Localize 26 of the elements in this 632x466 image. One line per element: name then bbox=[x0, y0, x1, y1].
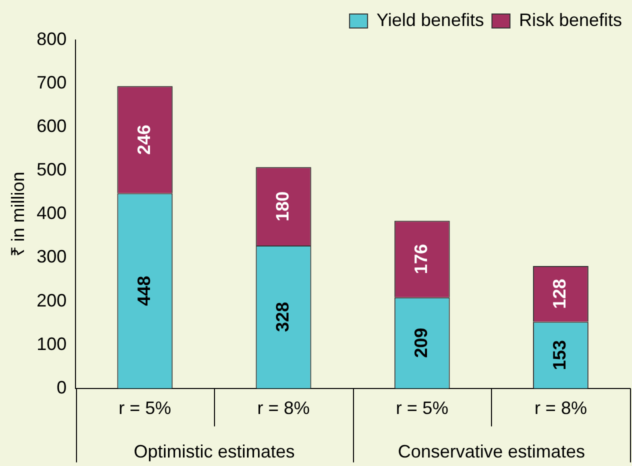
data-label: 180 bbox=[272, 191, 292, 222]
y-tick-label: 800 bbox=[36, 28, 67, 49]
x-tick-label: r = 8% bbox=[257, 398, 310, 418]
x-tick-label: r = 5% bbox=[396, 398, 448, 418]
x-tick-label: r = 5% bbox=[118, 398, 172, 418]
y-axis-title: ₹ in million bbox=[8, 172, 28, 257]
legend-label: Yield benefits bbox=[376, 10, 484, 30]
y-tick-label: 500 bbox=[36, 160, 67, 180]
y-tick-label: 400 bbox=[36, 203, 67, 224]
text: Conservative estimates bbox=[398, 441, 585, 462]
data-label: 128 bbox=[550, 278, 570, 309]
y-tick-label: 700 bbox=[36, 72, 67, 93]
y-tick-label: 600 bbox=[36, 116, 67, 136]
data-label: 176 bbox=[411, 244, 432, 274]
data-label: 328 bbox=[272, 302, 292, 332]
legend-label: Risk benefits bbox=[518, 10, 622, 30]
y-tick-label: 300 bbox=[36, 246, 67, 267]
data-label: 246 bbox=[134, 124, 154, 155]
text: Optimistic estimates bbox=[134, 441, 295, 462]
data-label: 448 bbox=[134, 276, 154, 306]
y-tick-label: 100 bbox=[36, 334, 67, 354]
x-tick-label: r = 8% bbox=[534, 398, 587, 418]
y-tick-label: 0 bbox=[56, 377, 67, 398]
data-label: 153 bbox=[550, 340, 570, 370]
y-tick-label: 200 bbox=[36, 290, 67, 310]
data-label: 209 bbox=[411, 328, 432, 358]
